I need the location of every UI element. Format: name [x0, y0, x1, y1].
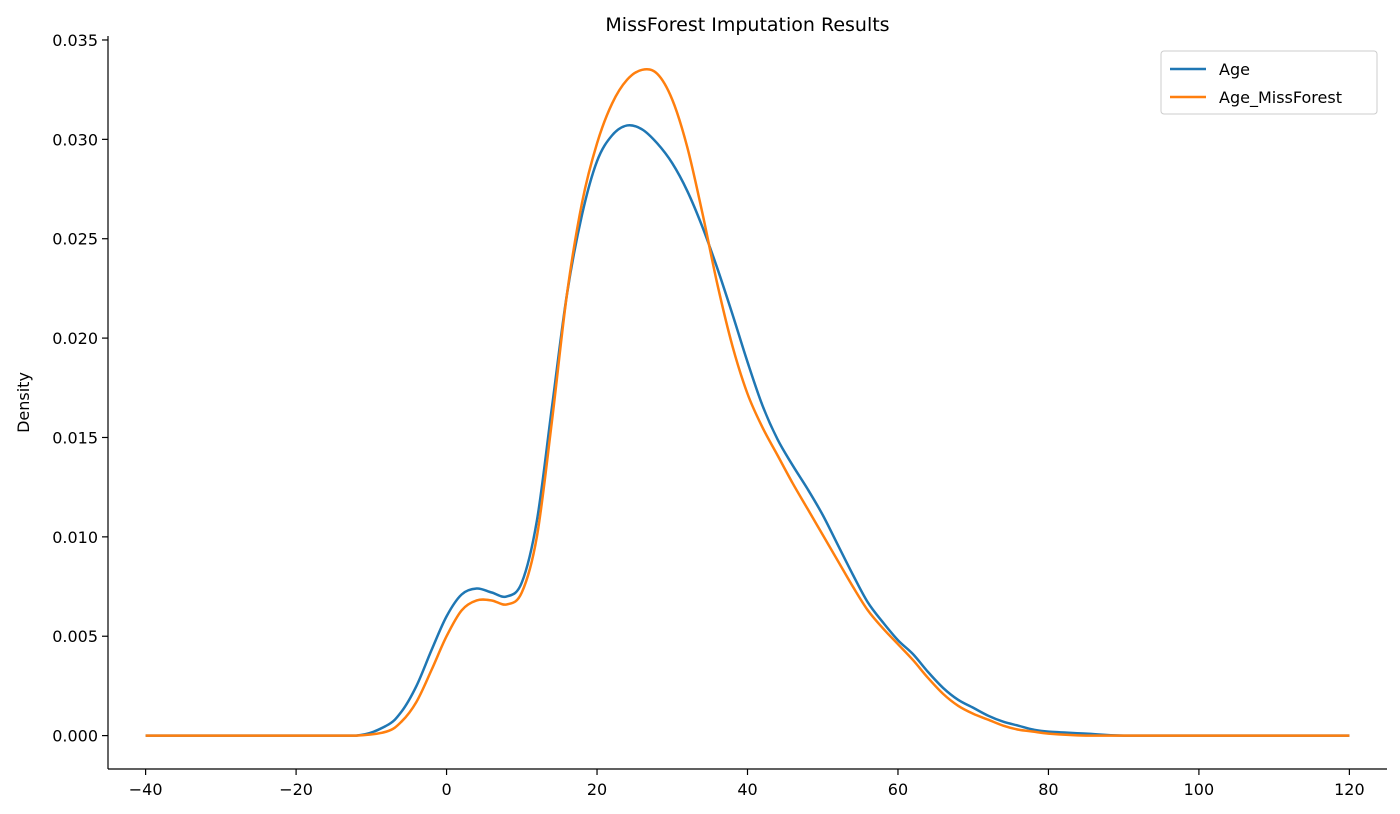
legend-box [1160, 50, 1378, 115]
legend-label-age: Age [1219, 60, 1250, 79]
y-tick-label: 0.035 [52, 31, 98, 50]
legend: Age Age_MissForest [1160, 50, 1378, 115]
y-tick-label: 0.005 [52, 627, 98, 646]
x-tick-label: 0 [441, 780, 451, 799]
series-line-age-missforest [145, 68, 1350, 737]
series-lines [145, 68, 1350, 737]
x-tick-label: −40 [129, 780, 163, 799]
y-tick-label: 0.000 [52, 727, 98, 746]
y-tick-label: 0.020 [52, 329, 98, 348]
axes [107, 36, 1387, 770]
y-tick-label: 0.010 [52, 528, 98, 547]
x-tick-label: −20 [279, 780, 313, 799]
chart-title: MissForest Imputation Results [605, 14, 889, 36]
x-tick-label: 60 [888, 780, 908, 799]
ticks: −40 −20 0 20 40 60 80 100 120 0.000 0.005 0.010 0.01… [52, 31, 1364, 799]
x-tick-label: 100 [1184, 780, 1215, 799]
y-tick-label: 0.015 [52, 428, 98, 447]
x-tick-label: 20 [587, 780, 607, 799]
y-tick-label: 0.030 [52, 130, 98, 149]
x-tick-label: 40 [737, 780, 757, 799]
y-axis-label: Density [14, 372, 33, 433]
x-tick-label: 120 [1334, 780, 1365, 799]
x-tick-label: 80 [1038, 780, 1058, 799]
y-tick-label: 0.025 [52, 230, 98, 249]
legend-label-age-missforest: Age_MissForest [1219, 88, 1342, 108]
series-line-age [145, 123, 1350, 737]
